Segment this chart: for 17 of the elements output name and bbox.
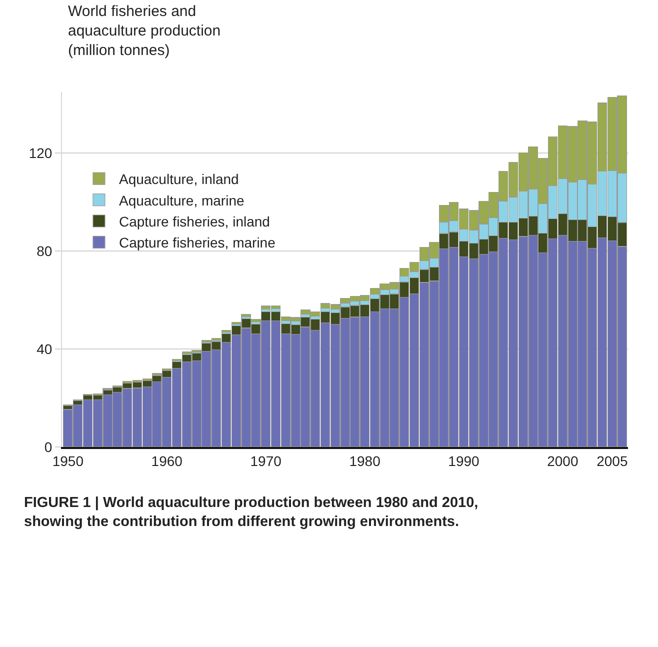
legend-label: Capture fisheries, marine (118, 234, 276, 251)
x-tick-label: 1980 (349, 452, 381, 469)
x-tick-label: 1950 (52, 452, 84, 469)
x-tick-label: 1970 (250, 452, 282, 469)
legend-label: Aquaculture, marine (118, 192, 244, 208)
x-tick-label: 2000 (547, 452, 578, 469)
legend-label: Aquaculture, inland (118, 171, 239, 188)
y-tick-label: 80 (36, 243, 52, 260)
legend-label: Capture fisheries, inland (118, 213, 270, 230)
x-tick-label: 1990 (448, 452, 480, 469)
y-tick-label: 40 (36, 340, 52, 357)
y-tick-label: 0 (44, 438, 52, 455)
caption: FIGURE 1 | World aquaculture production between 1980 and 2010, showing the contribution from different growing environments. (24, 495, 478, 530)
chart-title: World fisheries and aquaculture production (million tonnes) (68, 3, 221, 60)
y-tick-label: 120 (28, 145, 52, 162)
x-tick-label: 2005 (596, 452, 628, 469)
x-tick-label: 1960 (151, 452, 183, 469)
